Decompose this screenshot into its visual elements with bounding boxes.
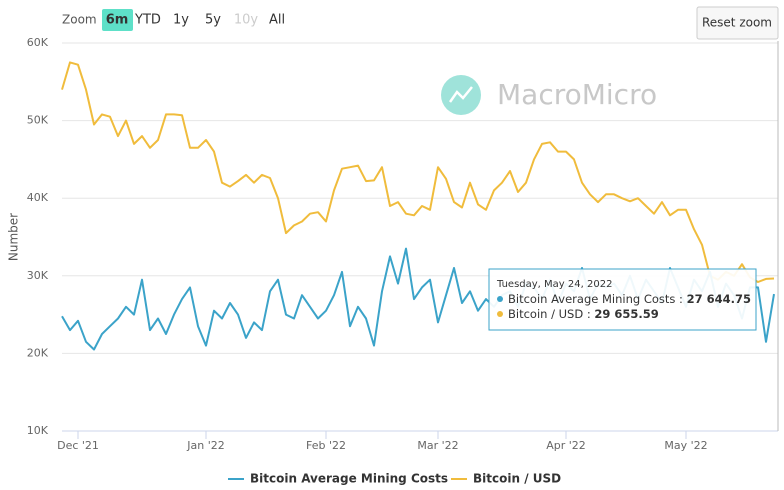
x-tick-label: Jan '22 (186, 439, 224, 452)
tooltip-label: Bitcoin Average Mining Costs : (508, 292, 687, 306)
reset-zoom-text[interactable]: Reset zoom (702, 16, 772, 30)
x-tick-label: Apr '22 (546, 439, 586, 452)
tooltip-row: Bitcoin / USD : 29 655.59 (508, 307, 659, 321)
y-tick-label: 50K (27, 114, 49, 127)
x-tick-label: May '22 (664, 439, 707, 452)
tooltip: Tuesday, May 24, 2022 Bitcoin Average Min… (488, 268, 757, 331)
tooltip-dot (497, 296, 503, 302)
legend-label[interactable]: Bitcoin Average Mining Costs (250, 472, 448, 486)
zoom-button[interactable]: 1y (173, 13, 189, 28)
tooltip-value: 27 644.75 (687, 292, 751, 306)
tooltip-title: Tuesday, May 24, 2022 (496, 279, 612, 290)
tooltip-value: 29 655.59 (594, 307, 658, 321)
reset-zoom-button[interactable] (696, 6, 779, 40)
zoom-button[interactable]: YTD (134, 13, 161, 28)
zoom-button[interactable]: All (269, 13, 285, 28)
zoom-button-bg[interactable] (102, 9, 133, 31)
watermark: MacroMicro (441, 75, 657, 115)
y-tick-label: 60K (27, 36, 49, 49)
x-tick-label: Feb '22 (306, 439, 346, 452)
y-tick-label: 10K (27, 424, 49, 437)
y-tick-label: 30K (27, 269, 49, 282)
zoom-button[interactable]: 5y (205, 13, 221, 28)
zoom-label: Zoom (62, 13, 97, 27)
reset-zoom[interactable]: Reset zoom (696, 6, 779, 40)
y-tick-label: 40K (27, 191, 49, 204)
x-tick-label: Dec '21 (57, 439, 99, 452)
watermark-logo-line (448, 86, 473, 103)
series-line (61, 61, 775, 283)
y-tick-label: 20K (27, 346, 49, 359)
y-axis-title: Number (7, 213, 21, 261)
zoom-button[interactable]: 6m (106, 13, 129, 28)
tooltip-dot (497, 311, 503, 317)
legend-label[interactable]: Bitcoin / USD (473, 472, 561, 486)
zoom-button: 10y (234, 13, 259, 28)
watermark-text: MacroMicro (497, 78, 657, 111)
tooltip-box (488, 268, 757, 331)
tooltip-label: Bitcoin / USD : (508, 307, 594, 321)
x-tick-label: Mar '22 (417, 439, 458, 452)
tooltip-row: Bitcoin Average Mining Costs : 27 644.75 (508, 292, 751, 306)
